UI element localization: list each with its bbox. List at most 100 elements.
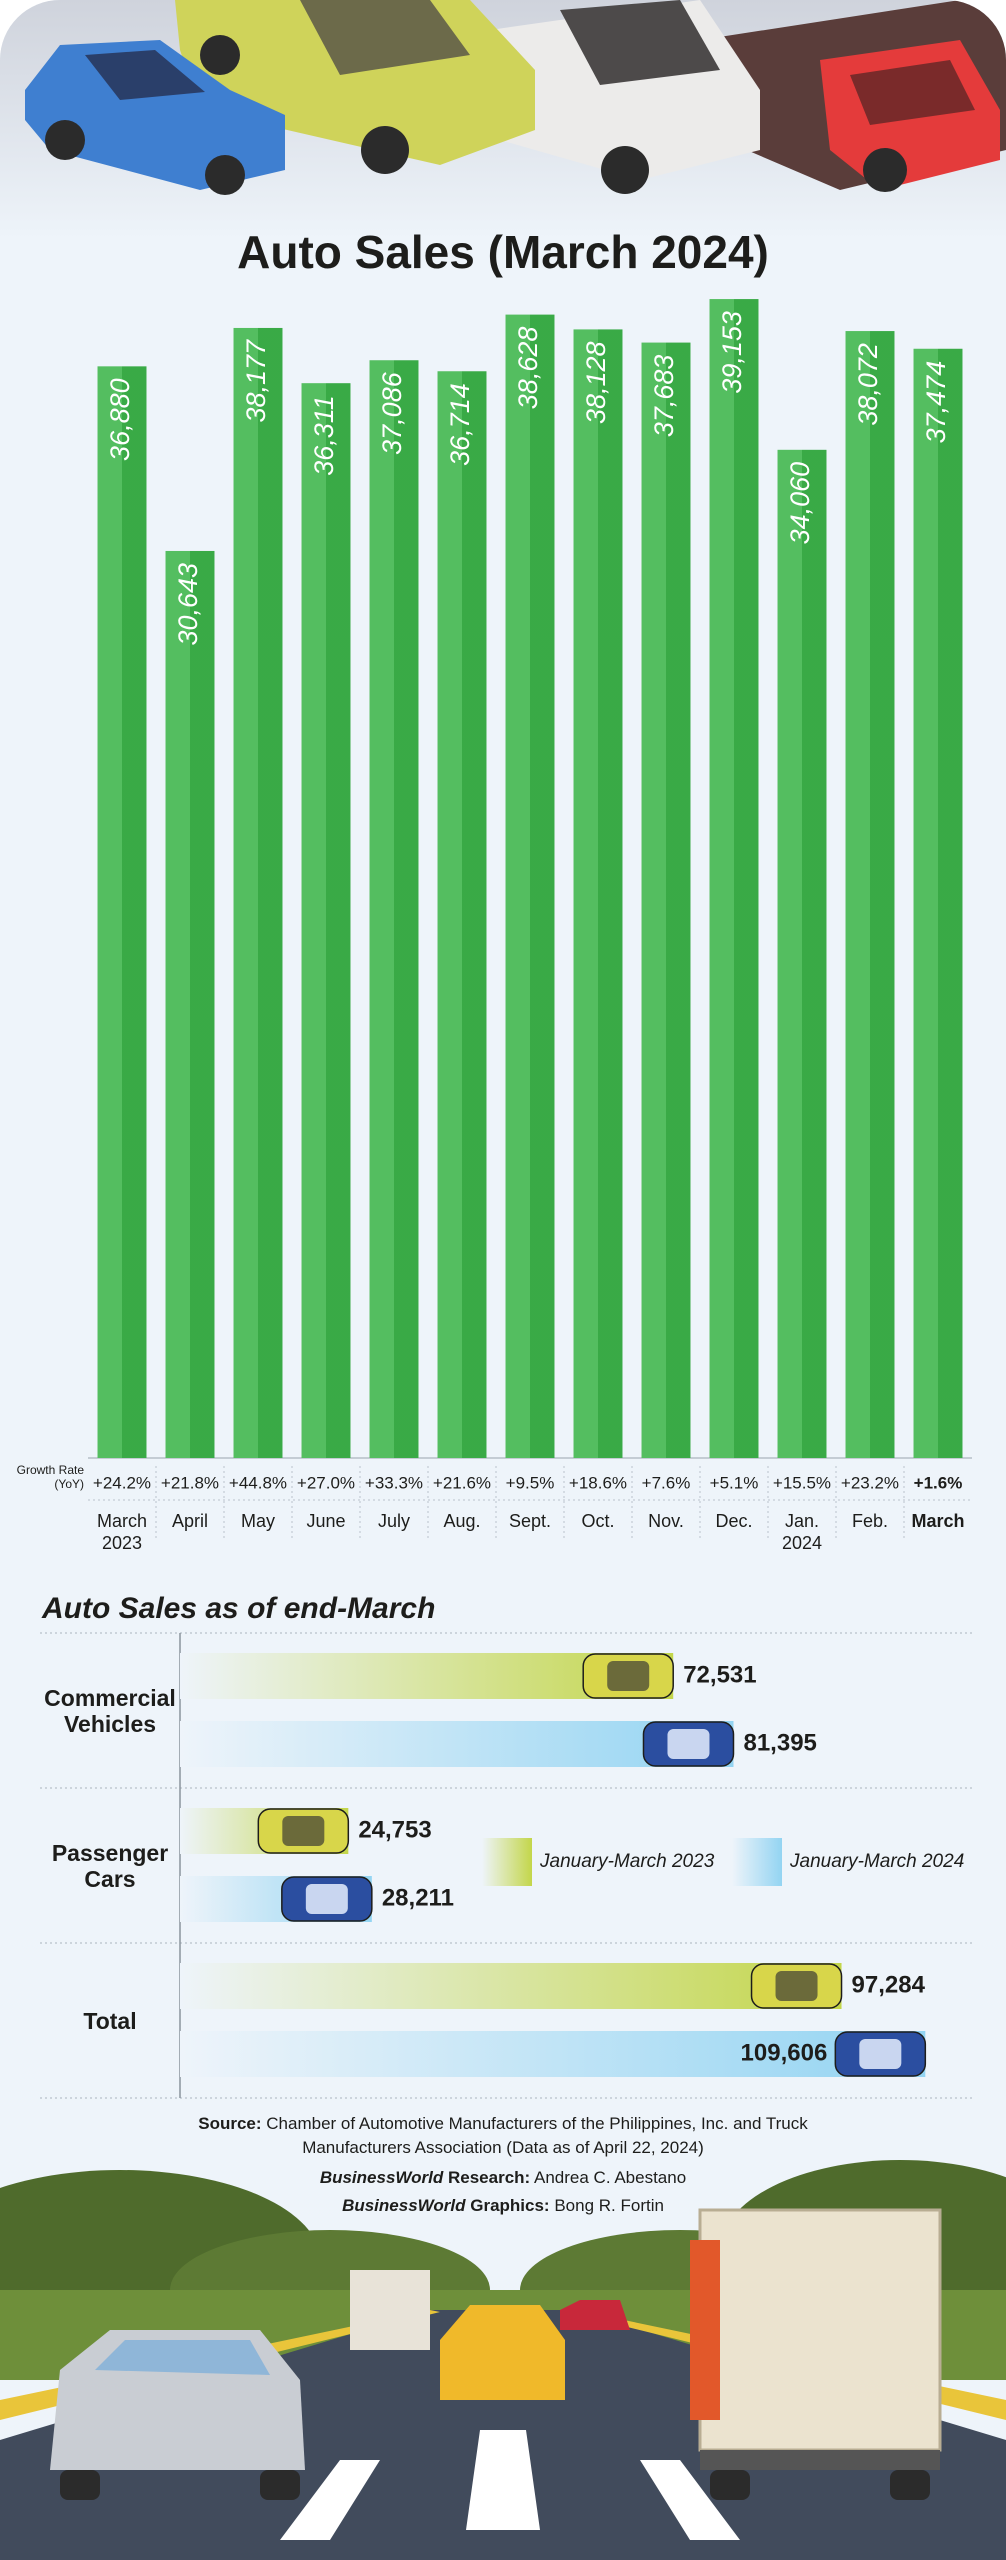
jeep-window — [300, 0, 470, 75]
truck-cab — [690, 2240, 720, 2420]
bar — [180, 1963, 842, 2009]
growth-rate: +21.8% — [161, 1473, 219, 1492]
credit-role: Graphics: — [470, 2196, 550, 2215]
growth-rate: +15.5% — [773, 1473, 831, 1492]
wheel — [200, 35, 240, 75]
x-tick-label: June — [306, 1511, 346, 1531]
bar-shade — [709, 299, 759, 1459]
bar — [180, 1721, 734, 1767]
category-label: Total — [83, 2007, 137, 2034]
lane-mark — [466, 2330, 540, 2530]
x-tick-label: March — [911, 1511, 965, 1531]
growth-rate: +5.1% — [710, 1473, 759, 1492]
wheel — [710, 2470, 750, 2500]
car-roof — [305, 1884, 348, 1914]
x-tick-label: May — [240, 1511, 275, 1531]
value-label: 38,177 — [241, 339, 271, 423]
growth-rate: +27.0% — [297, 1473, 355, 1492]
x-tick-label: Feb. — [851, 1511, 889, 1531]
x-tick-label: Nov. — [648, 1511, 684, 1531]
car-yellow — [440, 2305, 565, 2400]
legend-label: January-March 2024 — [789, 1851, 964, 1872]
bar-shade — [97, 366, 147, 1458]
brand: BusinessWorld — [319, 2168, 444, 2187]
growth-rate: +23.2% — [841, 1473, 899, 1492]
bar-shade — [301, 383, 351, 1459]
chart-title: Auto Sales (March 2024) — [237, 226, 769, 278]
wheel — [205, 155, 245, 195]
value-label: 34,060 — [785, 462, 815, 545]
value-label: 28,211 — [382, 1884, 454, 1911]
credit: BusinessWorld Graphics: Bong R. Fortin — [150, 2194, 856, 2218]
value-label: 38,072 — [853, 343, 883, 426]
truck-bumper — [700, 2450, 940, 2470]
legend-label: January-March 2023 — [539, 1851, 715, 1872]
credit-name: Andrea C. Abestano — [534, 2168, 687, 2187]
growth-rate: +7.6% — [642, 1473, 691, 1492]
growth-rate: +33.3% — [365, 1473, 423, 1492]
value-label: 39,153 — [717, 311, 747, 394]
value-label: 109,606 — [741, 2039, 828, 2066]
x-tick-label: April — [171, 1511, 208, 1531]
value-label: 81,395 — [743, 1729, 816, 1756]
car-roof — [775, 1971, 818, 2001]
truck-box — [698, 2208, 942, 2452]
growth-rate: +24.2% — [93, 1473, 151, 1492]
wheel — [890, 2470, 930, 2500]
value-label: 36,311 — [309, 395, 339, 476]
bar-shade — [573, 329, 623, 1459]
footer-scene — [0, 2160, 1006, 2560]
category-label: Commercial Vehicles — [44, 1684, 176, 1737]
value-label: 37,474 — [921, 361, 951, 444]
x-tick-label: Oct. — [581, 1511, 615, 1531]
bar-shade — [369, 360, 419, 1458]
source-label: Source: — [198, 2114, 262, 2133]
value-label: 38,628 — [513, 327, 543, 410]
bar-shade — [165, 550, 215, 1458]
bar-shade — [233, 327, 283, 1458]
bar-shade — [437, 371, 487, 1458]
car-window — [85, 50, 205, 100]
growth-rate: +1.6% — [914, 1473, 963, 1492]
wheel — [361, 126, 409, 174]
car-window — [95, 2340, 270, 2375]
bar — [180, 2031, 926, 2077]
header-vehicles — [25, 0, 1006, 195]
legend-swatch — [732, 1838, 782, 1886]
value-label: 30,643 — [173, 563, 203, 646]
bar-shade — [505, 314, 555, 1458]
value-label: 38,128 — [581, 341, 611, 424]
car-roof — [607, 1661, 650, 1691]
value-label: 36,880 — [105, 378, 135, 461]
credit-name: Bong R. Fortin — [554, 2196, 664, 2215]
value-label: 97,284 — [852, 1971, 926, 1998]
bar-shade — [641, 342, 691, 1458]
x-tick-label: Sept. — [508, 1511, 552, 1531]
car-roof — [282, 1816, 325, 1846]
bar-shade — [845, 331, 895, 1458]
car-roof — [667, 1729, 710, 1759]
x-tick-label: July — [377, 1511, 410, 1531]
bar-shade — [777, 449, 827, 1459]
x-tick-label: Dec. — [715, 1511, 753, 1531]
growth-label: Growth Rate (YoY) — [16, 1463, 84, 1491]
wheel — [45, 120, 85, 160]
car-roof — [859, 2039, 902, 2069]
chart-title: Auto Sales as of end-March — [41, 1592, 435, 1625]
bar-shade — [913, 348, 963, 1459]
value-label: 37,683 — [649, 355, 679, 438]
category-label: Passenger Cars — [51, 1839, 169, 1892]
legend-swatch — [482, 1838, 532, 1886]
truck-window — [850, 60, 975, 125]
car-body — [25, 40, 285, 190]
suv-window — [560, 0, 720, 85]
value-label: 36,714 — [445, 383, 475, 466]
source-text: Chamber of Automotive Manufacturers of t… — [266, 2114, 808, 2157]
wheel — [60, 2470, 100, 2500]
growth-rate: +21.6% — [433, 1473, 491, 1492]
credit-role: Research: — [447, 2168, 531, 2187]
growth-rate: +9.5% — [506, 1473, 555, 1492]
credit: BusinessWorld Research: Andrea C. Abesta… — [150, 2166, 856, 2190]
